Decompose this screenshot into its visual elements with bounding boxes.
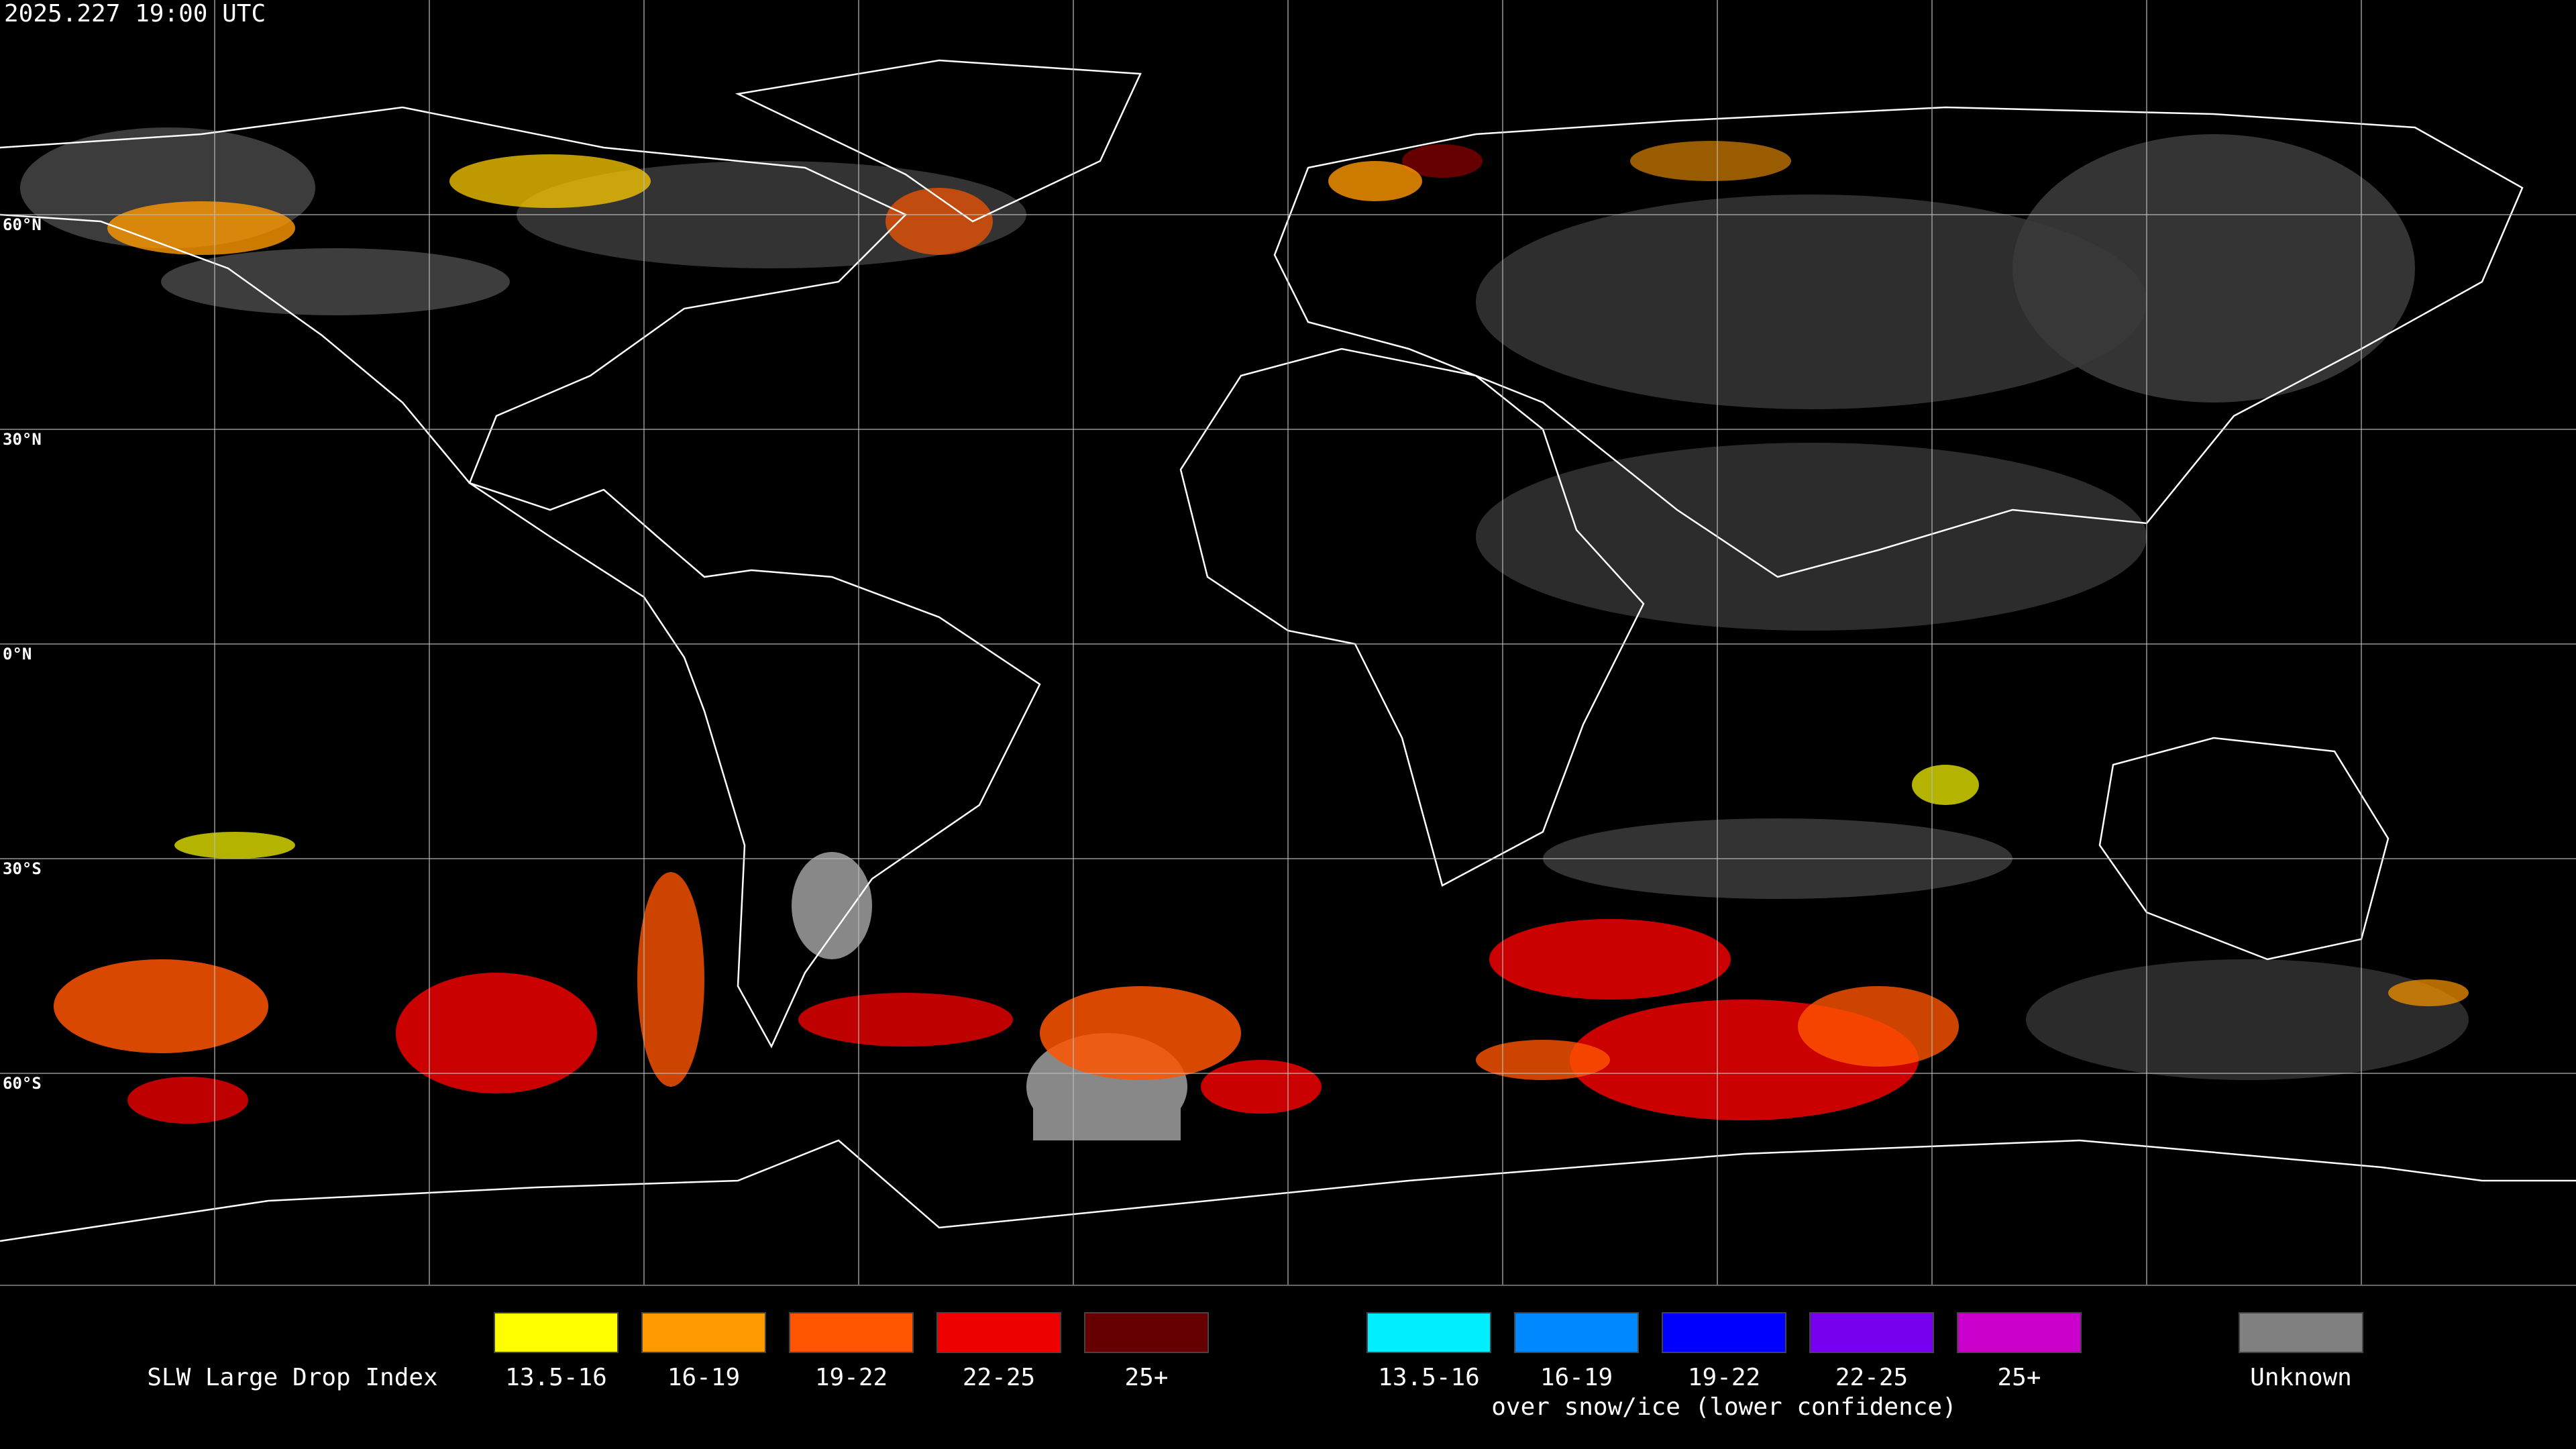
latitude-label: 60°S (3, 1074, 42, 1093)
legend-label: 22-25 (963, 1364, 1035, 1391)
legend-swatch (1366, 1312, 1491, 1353)
legend-label: 22-25 (1835, 1364, 1908, 1391)
latitude-label: 30°S (3, 859, 42, 878)
legend-label: Unknown (2250, 1364, 2352, 1391)
legend-caption: over snow/ice (lower confidence) (1491, 1393, 1957, 1421)
map-border (0, 1285, 2576, 1286)
legend-swatch (1084, 1312, 1209, 1353)
legend-swatch (641, 1312, 766, 1353)
latitude-label: 30°N (3, 430, 42, 449)
legend-label: 25+ (1997, 1364, 2041, 1391)
cloud-patches (20, 127, 2469, 1140)
legend-swatch (1662, 1312, 1786, 1353)
legend-label: 19-22 (1688, 1364, 1760, 1391)
legend-swatch (789, 1312, 914, 1353)
legend-swatch (1514, 1312, 1639, 1353)
legend-title: SLW Large Drop Index (147, 1364, 437, 1391)
graticule: 60°N 30°N 0°N 30°S 60°S (0, 0, 2576, 1285)
legend-swatch (2239, 1312, 2363, 1353)
legend-label: 19-22 (815, 1364, 888, 1391)
legend: SLW Large Drop Index 13.5-16 16-19 19-22 22… (147, 1312, 2363, 1421)
coastlines (0, 59, 2576, 1242)
latitude-label: 0°N (3, 645, 32, 663)
legend-swatch (936, 1312, 1061, 1353)
legend-swatch (1957, 1312, 2082, 1353)
legend-label: 25+ (1124, 1364, 1168, 1391)
latitude-label: 60°N (3, 215, 42, 234)
legend-label: 16-19 (1540, 1364, 1613, 1391)
legend-label: 13.5-16 (505, 1364, 607, 1391)
legend-label: 13.5-16 (1378, 1364, 1480, 1391)
legend-label: 16-19 (667, 1364, 740, 1391)
legend-swatch (1809, 1312, 1934, 1353)
timestamp: 2025.227 19:00 UTC (4, 0, 266, 28)
legend-swatch (494, 1312, 619, 1353)
